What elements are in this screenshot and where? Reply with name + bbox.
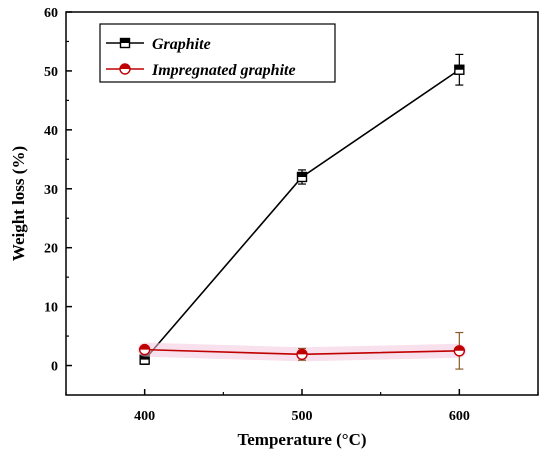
- x-tick-label: 400: [134, 409, 155, 424]
- series-2: [137, 331, 467, 370]
- y-axis: 0 10 20 30 40 50 60: [44, 6, 72, 375]
- y-tick-label: 60: [44, 6, 58, 21]
- y-tick-label: 20: [44, 242, 58, 257]
- y-tick-label: 30: [44, 183, 58, 198]
- data-point: [454, 64, 465, 75]
- legend-label: Impregnated graphite: [151, 62, 296, 79]
- legend-label: Graphite: [152, 36, 211, 53]
- legend-entry-2: Impregnated graphite: [106, 62, 296, 79]
- x-tick-label: 500: [292, 409, 313, 424]
- y-tick-label: 50: [44, 65, 58, 80]
- y-axis-title: Weight loss (%): [9, 146, 28, 261]
- y-tick-label: 10: [44, 301, 58, 316]
- data-point: [296, 171, 308, 183]
- data-point: [296, 348, 308, 361]
- legend-marker: [119, 63, 131, 75]
- y-tick-label: 40: [44, 124, 58, 139]
- series-line: [144, 69, 460, 361]
- legend: Graphite Impregnated graphite: [99, 23, 336, 83]
- x-tick-label: 600: [449, 409, 470, 424]
- x-axis: 400 500 600: [65, 389, 539, 424]
- series-1: [139, 53, 465, 365]
- x-axis-title: Temperature (°C): [237, 430, 366, 449]
- legend-marker: [119, 37, 131, 49]
- series-layer: [137, 53, 467, 370]
- legend-entry-1: Graphite: [106, 36, 211, 53]
- legend-box: [99, 23, 336, 83]
- data-point: [453, 345, 466, 357]
- y-tick-label: 0: [51, 360, 58, 375]
- data-point: [138, 343, 151, 356]
